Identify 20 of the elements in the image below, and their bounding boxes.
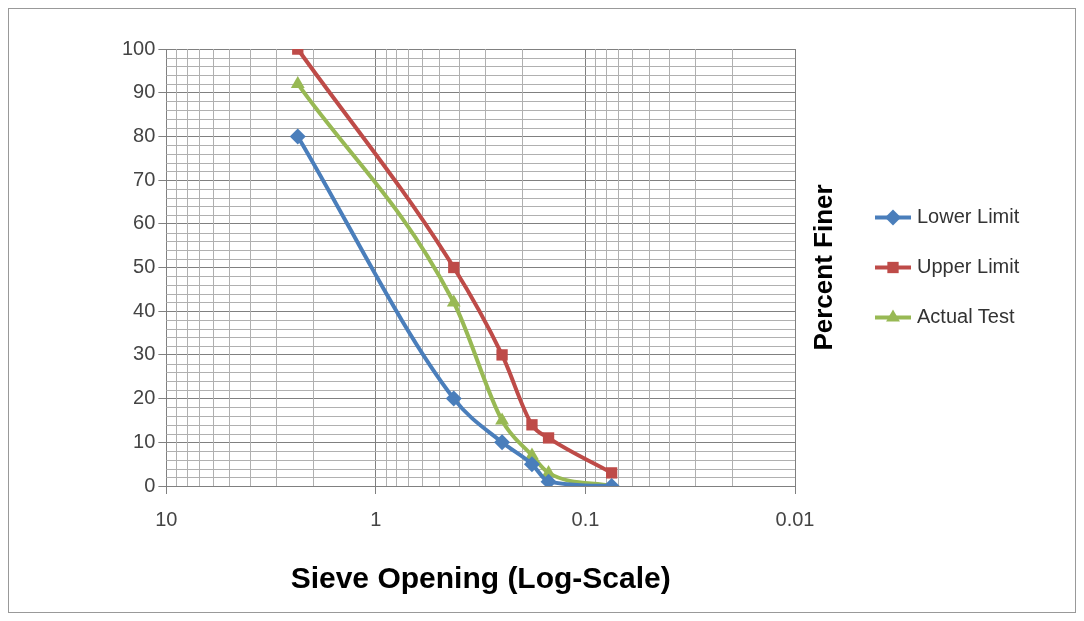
legend-label: Actual Test <box>917 305 1015 328</box>
y-tick-label: 30 <box>133 342 156 365</box>
y-tick-label: 70 <box>133 167 156 190</box>
y-tick-label: 80 <box>133 123 156 146</box>
y-axis-title: Percent Finer <box>808 184 839 351</box>
y-tick-label: 20 <box>133 386 156 409</box>
y-tick-label: 0 <box>144 473 156 496</box>
y-tick-label: 90 <box>133 80 156 103</box>
legend-label: Upper Limit <box>917 255 1020 278</box>
x-tick-label: 1 <box>370 507 382 530</box>
x-tick-label: 0.1 <box>571 507 600 530</box>
y-tick-label: 50 <box>133 255 156 278</box>
x-axis-title: Sieve Opening (Log-Scale) <box>290 561 671 595</box>
y-tick-label: 100 <box>121 36 156 59</box>
x-tick-label: 10 <box>155 507 178 530</box>
y-tick-label: 40 <box>133 298 156 321</box>
y-tick-label: 10 <box>133 429 156 452</box>
y-tick-label: 60 <box>133 211 156 234</box>
legend-label: Lower Limit <box>917 205 1020 228</box>
x-tick-label: 0.01 <box>775 507 815 530</box>
